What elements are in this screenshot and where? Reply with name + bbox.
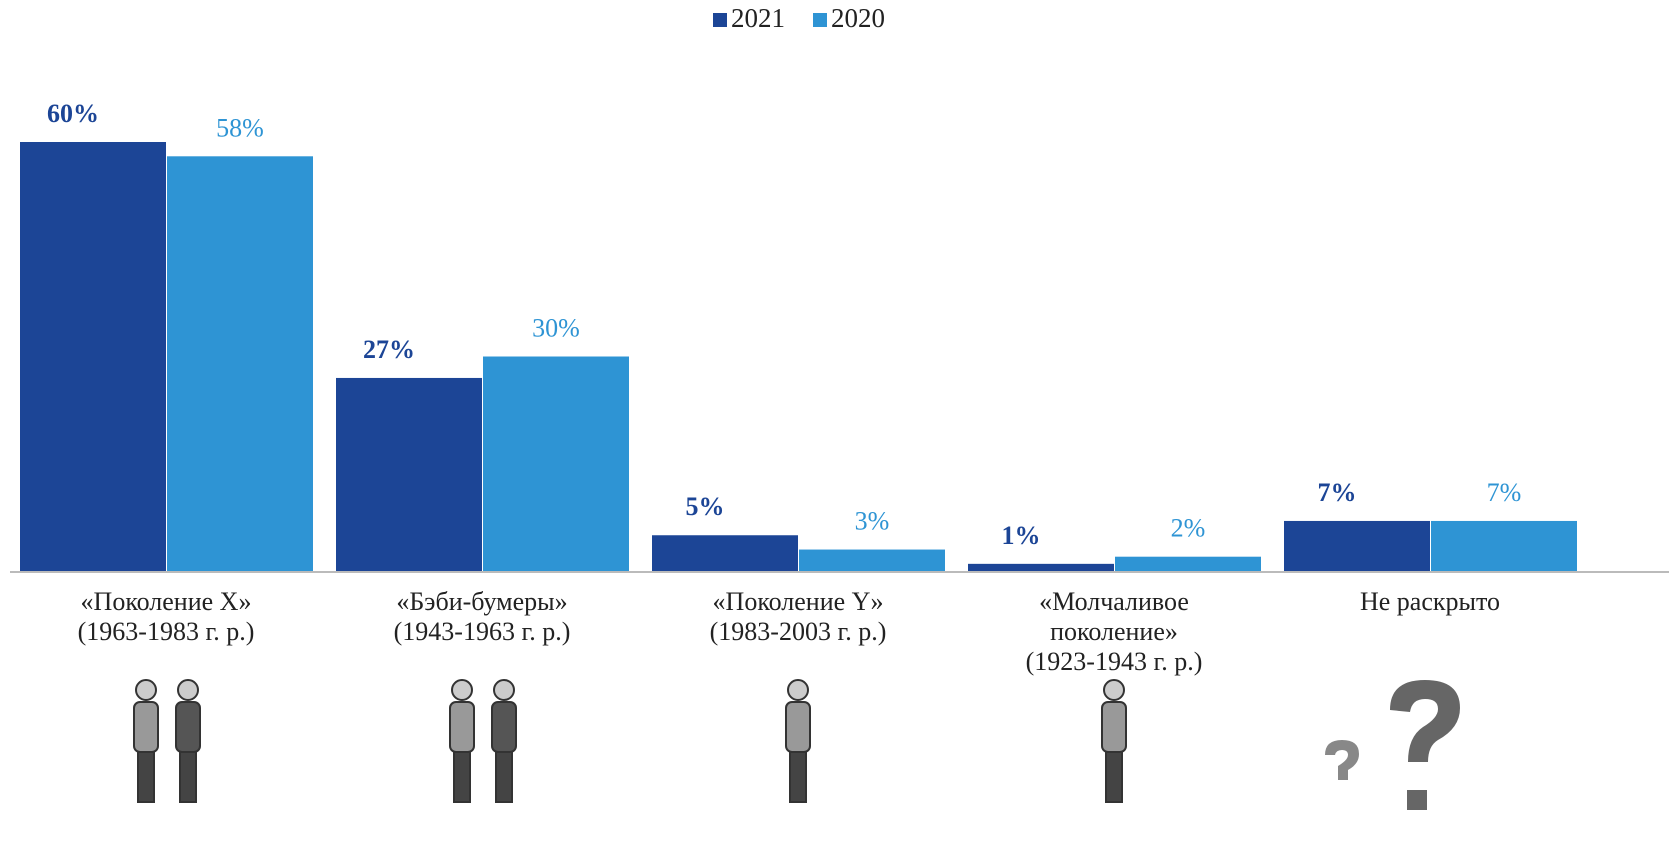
x-tick-label: поколение» (1050, 617, 1178, 646)
bar (652, 535, 798, 571)
figure-legs (496, 752, 512, 802)
figure-legs (1106, 752, 1122, 802)
value-label: 7% (1487, 478, 1522, 507)
figure-head (494, 680, 514, 700)
illustration (1325, 680, 1460, 810)
figure-head (452, 680, 472, 700)
value-label: 58% (216, 113, 264, 142)
value-label: 60% (47, 99, 99, 128)
chart: 2021 2020 60% 58% «Поколение X»(1963-1983 г.… (0, 0, 1669, 868)
value-label: 27% (363, 335, 415, 364)
figure-body (450, 702, 474, 752)
x-tick-label: Не раскрыто (1360, 587, 1500, 616)
figure-head (136, 680, 156, 700)
illustration (134, 680, 200, 802)
legend-label: 2020 (831, 3, 885, 33)
figure-head (178, 680, 198, 700)
figure-legs (138, 752, 154, 802)
bar (483, 357, 629, 572)
value-label: 30% (532, 313, 580, 342)
bar (20, 142, 166, 571)
illustration (450, 680, 516, 802)
figure-legs (790, 752, 806, 802)
x-tick-label: «Поколение Y» (713, 587, 884, 616)
bar (968, 564, 1114, 571)
legend-label: 2021 (731, 3, 785, 33)
figure-body (176, 702, 200, 752)
legend-swatch (713, 13, 727, 27)
x-tick-label: «Поколение X» (81, 587, 252, 616)
figure-body (786, 702, 810, 752)
page: {"chart_data": {"type": "bar", "categori… (0, 0, 1669, 868)
figure-body (1102, 702, 1126, 752)
legend-swatch (813, 13, 827, 27)
value-label: 3% (855, 507, 890, 536)
question-dot (1407, 790, 1427, 810)
value-label: 5% (686, 492, 725, 521)
x-tick-label: (1923-1943 г. р.) (1026, 647, 1203, 676)
bar (336, 378, 482, 571)
bar (1115, 557, 1261, 571)
bar (167, 156, 313, 571)
figure-legs (454, 752, 470, 802)
x-tick-label: (1963-1983 г. р.) (78, 617, 255, 646)
x-tick-label: (1983-2003 г. р.) (710, 617, 887, 646)
figure-head (788, 680, 808, 700)
bar (1284, 521, 1430, 571)
figure-legs (180, 752, 196, 802)
figure-body (492, 702, 516, 752)
value-label: 1% (1002, 521, 1041, 550)
illustration (786, 680, 810, 802)
value-label: 7% (1318, 478, 1357, 507)
figure-body (134, 702, 158, 752)
bar (799, 550, 945, 571)
illustration (1102, 680, 1126, 802)
value-label: 2% (1171, 514, 1206, 543)
figure-head (1104, 680, 1124, 700)
question-mark (1390, 680, 1460, 762)
x-tick-label: «Молчаливое (1039, 587, 1189, 616)
question-mark-small (1325, 740, 1359, 780)
x-tick-label: (1943-1963 г. р.) (394, 617, 571, 646)
bar (1431, 521, 1577, 571)
x-tick-label: «Бэби-бумеры» (396, 587, 567, 616)
